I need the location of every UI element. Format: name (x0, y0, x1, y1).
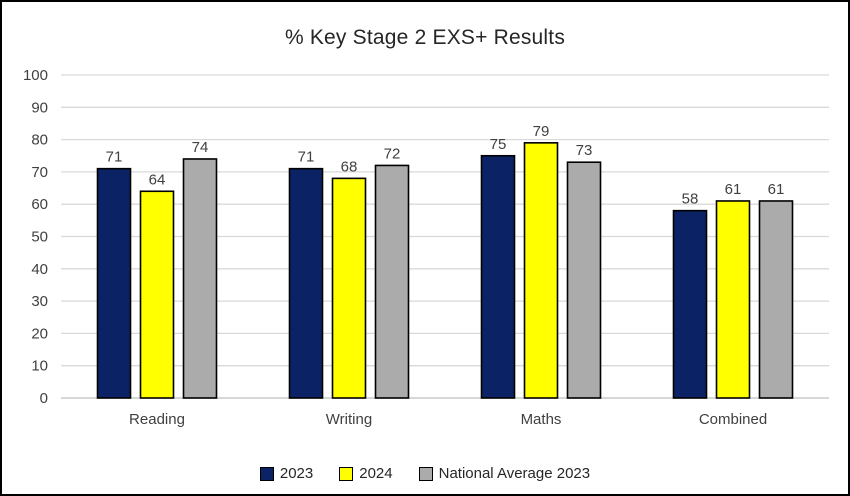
bar-national-average-2023-maths (566, 161, 602, 399)
bar-value-label: 73 (576, 142, 593, 159)
bar-value-label: 58 (682, 191, 699, 208)
bar-value-label: 79 (533, 123, 550, 140)
bar-2024-combined (715, 200, 751, 399)
legend-item-2024: 2024 (339, 465, 393, 482)
bar-2024-maths (523, 142, 559, 399)
y-tick-label: 60 (31, 196, 48, 213)
y-tick-label: 30 (31, 293, 48, 310)
chart-title: % Key Stage 2 EXS+ Results (284, 26, 566, 49)
y-tick-label: 50 (31, 229, 48, 246)
x-category-label: Reading (129, 411, 185, 428)
bar-national-average-2023-reading (182, 158, 218, 399)
y-tick-label: 100 (23, 67, 48, 84)
bar-value-label: 64 (149, 171, 166, 188)
legend-item-2023: 2023 (259, 465, 314, 482)
legend-swatch-icon (259, 466, 274, 481)
legend-label: 2023 (279, 465, 314, 482)
y-tick-label: 80 (31, 132, 48, 149)
x-category-label: Maths (521, 411, 562, 428)
legend-label: 2024 (359, 465, 393, 482)
bar-2024-writing (331, 177, 367, 399)
y-tick-label: 40 (31, 261, 48, 278)
bar-value-label: 61 (768, 181, 785, 198)
legend-swatch-icon (339, 466, 354, 481)
bar-2023-maths (480, 154, 516, 399)
x-category-label: Combined (699, 411, 767, 428)
bar-2023-reading (96, 167, 132, 399)
bar-value-label: 75 (490, 136, 507, 153)
bar-national-average-2023-combined (758, 200, 794, 399)
bar-2024-reading (139, 190, 175, 399)
bar-value-label: 71 (106, 149, 123, 166)
y-tick-label: 70 (31, 164, 48, 181)
bar-value-label: 68 (341, 158, 358, 175)
x-category-label: Writing (326, 411, 372, 428)
y-tick-label: 0 (40, 390, 48, 407)
y-tick-label: 20 (31, 325, 48, 342)
bar-2023-combined (672, 209, 708, 399)
legend-item-national-average-2023: National Average 2023 (418, 465, 591, 482)
bar-national-average-2023-writing (374, 164, 410, 399)
legend-label: National Average 2023 (438, 465, 591, 482)
bar-2023-writing (288, 167, 324, 399)
bar-value-label: 61 (725, 181, 742, 198)
chart-legend: 2023 2024 National Average 2023 (2, 465, 848, 482)
bar-value-label: 71 (298, 149, 315, 166)
y-tick-label: 10 (31, 358, 48, 375)
bar-value-label: 74 (192, 139, 209, 156)
legend-swatch-icon (418, 466, 433, 481)
bar-value-label: 72 (384, 145, 401, 162)
y-tick-label: 90 (31, 99, 48, 116)
